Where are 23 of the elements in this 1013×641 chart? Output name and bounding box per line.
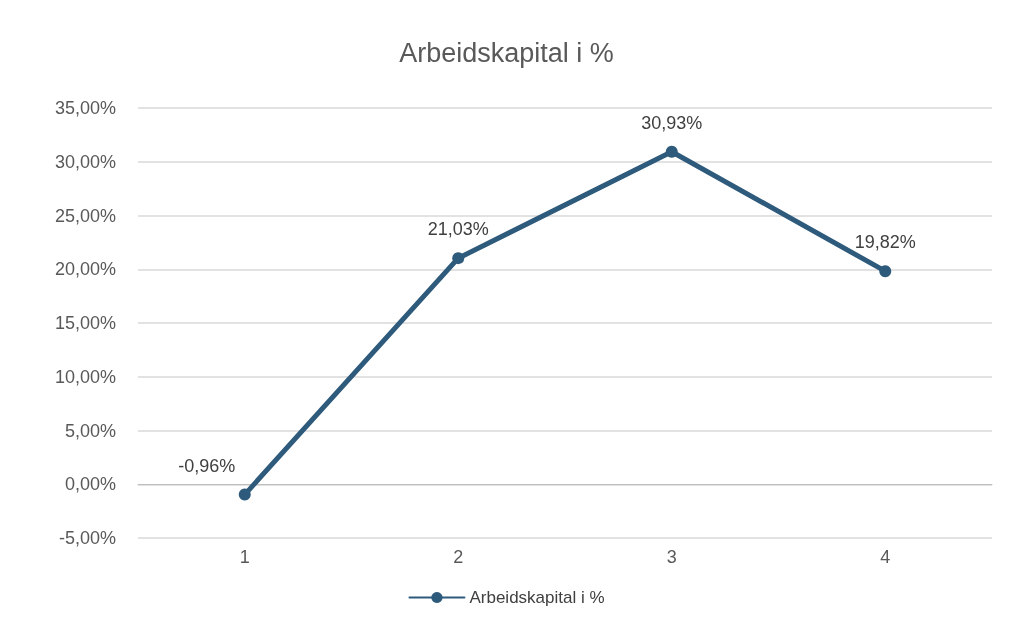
y-tick-label: 5,00% [64,420,116,441]
y-tick-label: 35,00% [54,98,116,118]
x-tick-label: 4 [880,547,891,567]
point [665,145,678,158]
point [238,488,251,501]
data-label: 19,82% [854,232,916,253]
y-tick-label: 25,00% [54,205,116,226]
x-tick-label: 1 [239,547,250,567]
y-tick-label: 20,00% [54,259,116,280]
data-label: -0,96% [178,455,236,476]
chart-title: Arbeidskapital i % [399,37,614,68]
y-tick-label: -5,00% [58,528,116,548]
y-tick-label: 0,00% [64,474,116,495]
point [879,265,892,278]
data-label: 30,93% [641,112,703,133]
y-tick-label: 30,00% [54,151,116,172]
y-tick-label: 10,00% [54,366,116,387]
x-tick-label: 2 [453,547,464,567]
point [452,252,465,265]
data-label: 21,03% [427,219,489,240]
y-tick-label: 15,00% [54,313,116,333]
x-tick-label: 3 [666,547,677,567]
legend-label: Arbeidskapital i % [469,588,605,607]
